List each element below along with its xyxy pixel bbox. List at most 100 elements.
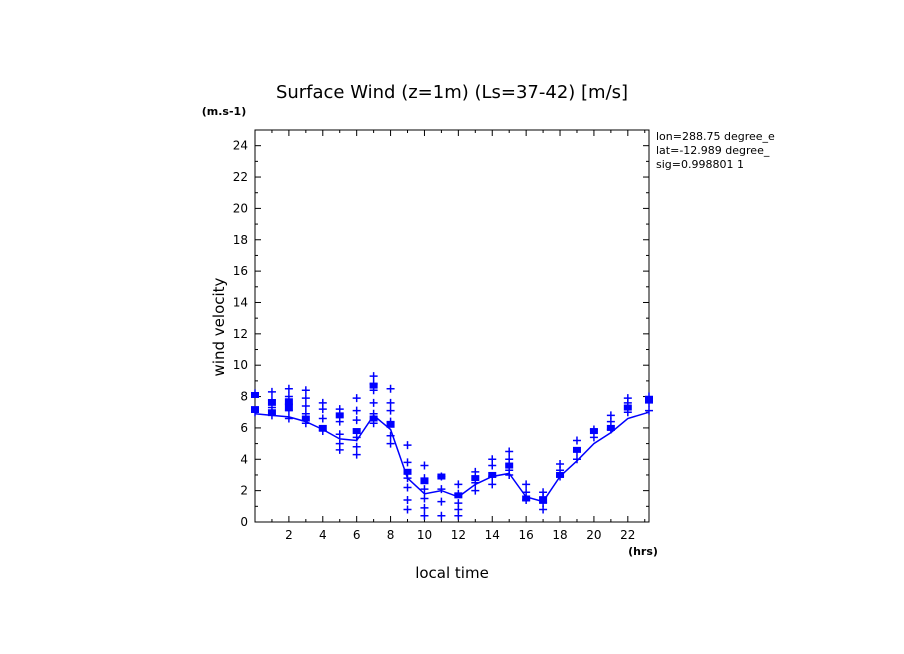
cross-marker bbox=[589, 433, 598, 442]
y-tick-label: 10 bbox=[233, 358, 248, 372]
cross-marker bbox=[539, 505, 548, 514]
cross-marker bbox=[386, 431, 395, 440]
y-tick-label: 2 bbox=[240, 484, 248, 498]
square-marker bbox=[403, 468, 412, 475]
cross-marker bbox=[420, 494, 429, 503]
cross-marker bbox=[335, 417, 344, 426]
x-tick-label: 16 bbox=[518, 528, 533, 542]
cross-marker bbox=[369, 419, 378, 428]
cross-marker bbox=[645, 406, 653, 415]
cross-marker bbox=[505, 470, 514, 479]
y-tick-label: 22 bbox=[233, 170, 248, 184]
cross-marker bbox=[369, 372, 378, 381]
cross-marker bbox=[589, 425, 598, 434]
y-axis-unit: (m.s-1) bbox=[202, 105, 246, 118]
square-marker bbox=[335, 412, 344, 419]
x-tick-label: 14 bbox=[485, 528, 500, 542]
x-tick-label: 18 bbox=[552, 528, 567, 542]
cross-marker bbox=[403, 474, 412, 483]
cross-marker bbox=[522, 496, 531, 505]
cross-marker bbox=[284, 406, 293, 415]
x-tick-label: 8 bbox=[387, 528, 395, 542]
x-axis-unit: (hrs) bbox=[628, 545, 658, 558]
cross-marker bbox=[386, 406, 395, 415]
info-clip bbox=[779, 125, 904, 175]
cross-marker bbox=[505, 447, 514, 456]
y-tick-label: 14 bbox=[233, 295, 248, 309]
y-tick-label: 0 bbox=[240, 515, 248, 529]
cross-marker bbox=[454, 480, 463, 489]
x-tick-label: 10 bbox=[417, 528, 432, 542]
cross-marker bbox=[301, 401, 310, 410]
x-tick-label: 12 bbox=[451, 528, 466, 542]
cross-marker bbox=[420, 474, 429, 483]
y-tick-label: 4 bbox=[240, 452, 248, 466]
y-tick-label: 20 bbox=[233, 201, 248, 215]
mean-wind-line bbox=[254, 411, 650, 503]
cross-marker bbox=[386, 384, 395, 393]
square-marker bbox=[505, 462, 514, 469]
cross-marker bbox=[318, 405, 327, 414]
cross-marker bbox=[471, 478, 480, 487]
cross-marker bbox=[284, 392, 293, 401]
chart-title: Surface Wind (z=1m) (Ls=37-42) [m/s] bbox=[276, 82, 628, 103]
cross-marker bbox=[386, 398, 395, 407]
y-tick-label: 16 bbox=[233, 264, 248, 278]
cross-marker bbox=[454, 489, 463, 498]
cross-marker bbox=[488, 480, 497, 489]
cross-marker bbox=[471, 467, 480, 476]
cross-marker bbox=[386, 439, 395, 448]
cross-marker bbox=[645, 398, 653, 407]
cross-marker bbox=[352, 416, 361, 425]
cross-marker bbox=[623, 408, 632, 417]
cross-marker bbox=[556, 472, 565, 481]
cross-marker bbox=[251, 408, 259, 417]
cross-marker bbox=[437, 472, 446, 481]
y-tick-label: 8 bbox=[240, 390, 248, 404]
cross-marker bbox=[352, 394, 361, 403]
x-tick-label: 22 bbox=[620, 528, 635, 542]
cross-marker bbox=[335, 445, 344, 454]
square-marker bbox=[301, 415, 310, 422]
cross-marker bbox=[352, 450, 361, 459]
info-sig: sig=0.998801 1 bbox=[656, 158, 744, 171]
cross-marker bbox=[352, 442, 361, 451]
cross-marker bbox=[318, 427, 327, 436]
square-marker bbox=[471, 475, 480, 482]
y-tick-label: 6 bbox=[240, 421, 248, 435]
cross-marker bbox=[488, 472, 497, 481]
y-tick-label: 12 bbox=[233, 327, 248, 341]
cross-marker bbox=[488, 461, 497, 470]
cross-marker bbox=[267, 395, 276, 404]
cross-marker bbox=[386, 417, 395, 426]
cross-marker bbox=[606, 425, 615, 434]
cross-marker bbox=[318, 414, 327, 423]
y-tick-label: 18 bbox=[233, 233, 248, 247]
data-series bbox=[251, 372, 653, 520]
cross-marker bbox=[420, 511, 429, 520]
cross-marker bbox=[335, 430, 344, 439]
square-marker bbox=[623, 404, 632, 411]
cross-marker bbox=[437, 485, 446, 494]
cross-marker bbox=[420, 461, 429, 470]
cross-marker bbox=[335, 405, 344, 414]
cross-marker bbox=[369, 398, 378, 407]
x-tick-label: 6 bbox=[353, 528, 361, 542]
cross-marker bbox=[420, 485, 429, 494]
cross-marker bbox=[267, 387, 276, 396]
x-tick-label: 20 bbox=[586, 528, 601, 542]
cross-marker bbox=[284, 414, 293, 423]
cross-marker bbox=[301, 409, 310, 418]
cross-marker bbox=[301, 386, 310, 395]
cross-marker bbox=[522, 480, 531, 489]
cross-marker bbox=[403, 441, 412, 450]
cross-marker bbox=[471, 486, 480, 495]
cross-marker bbox=[267, 411, 276, 420]
cross-marker bbox=[251, 389, 259, 398]
x-tick-label: 2 bbox=[285, 528, 293, 542]
info-lat: lat=-12.989 degree_ bbox=[656, 144, 770, 157]
cross-marker bbox=[352, 406, 361, 415]
cross-marker bbox=[420, 503, 429, 512]
